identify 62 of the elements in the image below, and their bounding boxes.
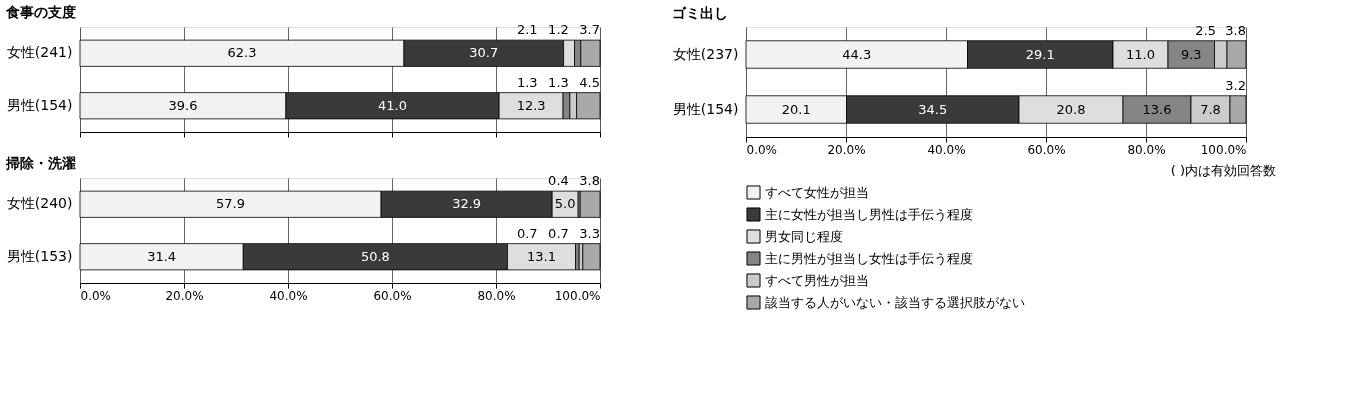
data-label: 2.1 bbox=[516, 22, 538, 38]
legend-label: すべて男性が担当 bbox=[765, 272, 869, 288]
data-label: 0.4 bbox=[548, 173, 569, 189]
x-tick-label: 20.0% bbox=[827, 142, 866, 157]
y-tick-label: 男性(154) bbox=[6, 96, 73, 113]
x-tick-label: 60.0% bbox=[373, 288, 412, 303]
data-label: 9.3 bbox=[1180, 46, 1202, 62]
data-label: 3.8 bbox=[579, 173, 600, 189]
data-label: 7.8 bbox=[1200, 101, 1221, 117]
data-label: 0.7 bbox=[548, 225, 569, 241]
x-tick-label: 100.0% bbox=[1200, 142, 1247, 157]
data-label: 2.5 bbox=[1195, 22, 1216, 38]
data-label: 1.3 bbox=[516, 74, 538, 90]
data-label: 57.9 bbox=[216, 196, 246, 212]
legend-label: 男女同じ程度 bbox=[765, 228, 843, 244]
data-label: 29.1 bbox=[1025, 46, 1055, 62]
data-label: 11.0 bbox=[1126, 46, 1155, 62]
data-label: 20.8 bbox=[1056, 101, 1086, 117]
data-label: 3.7 bbox=[579, 22, 600, 38]
data-label: 34.5 bbox=[918, 101, 948, 117]
x-tick-label: 80.0% bbox=[1127, 142, 1166, 157]
chart-title: 掃除・洗濯 bbox=[5, 155, 77, 172]
data-label: 31.4 bbox=[147, 248, 177, 264]
data-label: 3.2 bbox=[1225, 77, 1246, 93]
x-tick-label: 40.0% bbox=[927, 142, 966, 157]
data-label: 13.1 bbox=[527, 248, 556, 264]
data-label: 41.0 bbox=[378, 97, 407, 113]
y-tick-label: 男性(153) bbox=[6, 247, 73, 264]
data-label: 32.9 bbox=[452, 196, 482, 212]
chart-title: ゴミ出し bbox=[672, 4, 729, 21]
x-tick-label: 60.0% bbox=[1027, 142, 1066, 157]
data-label: 13.6 bbox=[1142, 101, 1172, 117]
data-label: 12.3 bbox=[516, 97, 546, 113]
x-tick-label: 0.0% bbox=[746, 142, 777, 157]
data-label: 20.1 bbox=[781, 101, 811, 117]
y-tick-label: 男性(154) bbox=[672, 100, 739, 117]
legend-label: 主に女性が担当し男性は手伝う程度 bbox=[765, 206, 973, 222]
legend-label: 該当する人がいない・該当する選択肢がない bbox=[765, 294, 1025, 310]
data-label: 0.7 bbox=[516, 225, 538, 241]
data-label: 4.5 bbox=[579, 74, 600, 90]
data-label: 39.6 bbox=[168, 97, 198, 113]
legend-label: すべて女性が担当 bbox=[765, 184, 869, 200]
x-tick-label: 20.0% bbox=[165, 288, 204, 303]
data-label: 1.3 bbox=[548, 74, 569, 90]
data-label: 1.2 bbox=[548, 22, 569, 38]
x-tick-label: 100.0% bbox=[554, 288, 601, 303]
x-tick-label: 80.0% bbox=[477, 288, 516, 303]
x-tick-label: 0.0% bbox=[80, 288, 111, 303]
data-label: 5.0 bbox=[554, 196, 576, 212]
x-tick-label: 40.0% bbox=[269, 288, 308, 303]
y-tick-label: 女性(240) bbox=[6, 195, 73, 212]
data-label: 44.3 bbox=[842, 46, 872, 62]
data-label: 30.7 bbox=[469, 45, 499, 61]
y-tick-label: 女性(237) bbox=[672, 45, 739, 62]
text: ( )内は有効回答数 bbox=[1170, 163, 1276, 178]
data-label: 3.3 bbox=[579, 225, 600, 241]
data-label: 3.8 bbox=[1225, 22, 1246, 38]
data-label: 62.3 bbox=[227, 45, 257, 61]
data-label: 50.8 bbox=[360, 248, 390, 264]
legend-label: 主に男性が担当し女性は手伝う程度 bbox=[765, 250, 973, 266]
chart-title: 食事の支度 bbox=[5, 4, 77, 21]
y-tick-label: 女性(241) bbox=[6, 44, 73, 61]
